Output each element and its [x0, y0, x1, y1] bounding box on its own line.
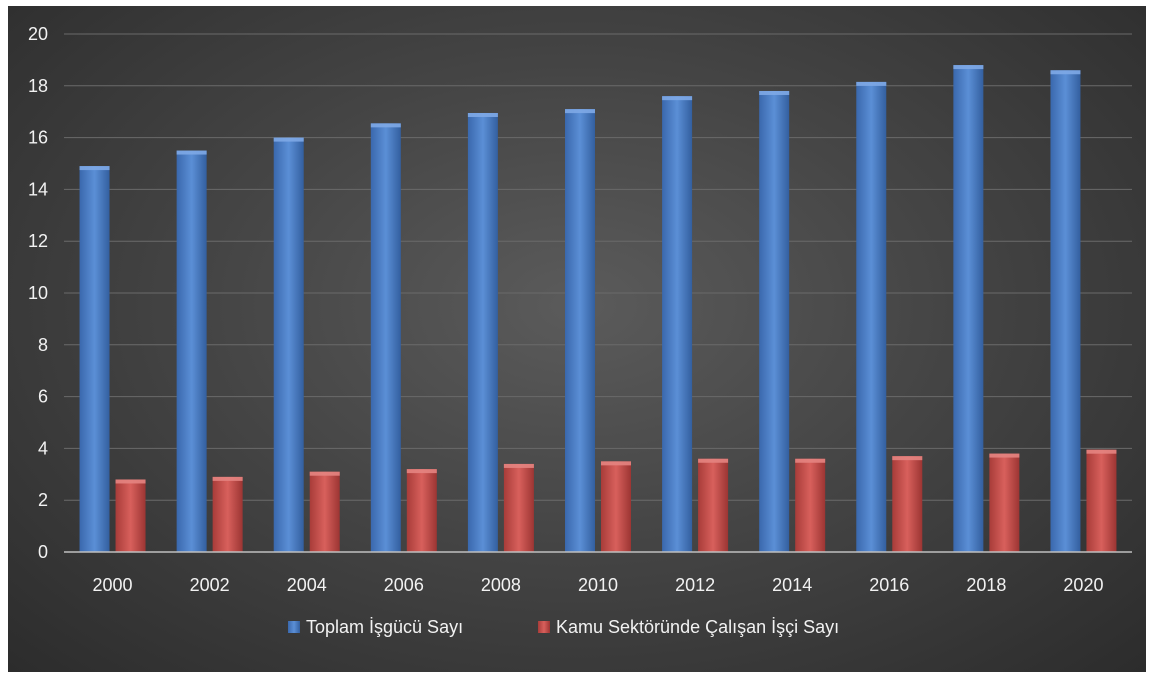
public-sector-bar-cap — [503, 463, 534, 468]
public-sector-bar-cap — [212, 476, 243, 481]
y-tick-label: 20 — [28, 24, 48, 44]
chart-area: 0 2 4 6 8 10 12 14 16 18 20 2000 2002 2004 2006 2008 20… — [8, 6, 1146, 672]
total-labor-bar-cap — [273, 137, 304, 142]
public-sector-bar — [698, 458, 729, 552]
public-sector-bar-cap — [406, 469, 437, 474]
total-labor-bar-cap — [953, 65, 984, 70]
x-tick-label: 2004 — [287, 575, 327, 595]
legend-label: Kamu Sektöründe Çalışan İşçi Sayı — [556, 617, 839, 637]
y-tick-label: 10 — [28, 283, 48, 303]
legend: Toplam İşgücü Sayı Kamu Sektöründe Çalışa… — [288, 617, 839, 637]
public-sector-bar — [892, 456, 923, 552]
total-labor-bar — [856, 81, 887, 552]
y-tick-label: 8 — [38, 335, 48, 355]
public-sector-bar-cap — [309, 471, 340, 476]
x-tick-label: 2010 — [578, 575, 618, 595]
legend-swatch — [288, 621, 300, 633]
public-sector-bar — [309, 471, 340, 552]
legend-label: Toplam İşgücü Sayı — [306, 617, 463, 637]
public-sector-bar — [212, 476, 243, 552]
bar-chart: 0 2 4 6 8 10 12 14 16 18 20 2000 2002 2004 2006 2008 20… — [28, 24, 1132, 637]
y-tick-label: 12 — [28, 231, 48, 251]
y-tick-label: 14 — [28, 179, 48, 199]
total-labor-bar-cap — [759, 90, 790, 95]
x-tick-label: 2018 — [966, 575, 1006, 595]
public-sector-bar — [601, 461, 631, 552]
public-sector-bar — [1086, 449, 1117, 552]
public-sector-bar — [795, 458, 826, 552]
y-tick-label: 18 — [28, 76, 48, 96]
legend-swatch — [538, 621, 550, 633]
y-tick-label: 16 — [28, 128, 48, 148]
x-tick-label: 2000 — [93, 575, 133, 595]
y-tick-label: 4 — [38, 438, 48, 458]
total-labor-bar-cap — [565, 109, 595, 114]
public-sector-bar — [503, 463, 534, 552]
total-labor-bar — [953, 65, 984, 552]
x-tick-label: 2002 — [190, 575, 230, 595]
total-labor-bar — [662, 96, 693, 552]
total-labor-bar — [370, 123, 401, 552]
total-labor-bar — [273, 137, 304, 552]
total-labor-bar — [79, 166, 110, 552]
total-labor-bar-cap — [176, 150, 207, 155]
public-sector-bar-cap — [601, 461, 631, 466]
total-labor-bar — [467, 112, 498, 553]
total-labor-bar — [176, 150, 207, 553]
public-sector-bar-cap — [698, 458, 729, 463]
total-labor-bar — [565, 109, 595, 553]
total-labor-bar-cap — [79, 166, 110, 171]
total-labor-bar — [759, 90, 790, 552]
x-tick-label: 2020 — [1063, 575, 1103, 595]
total-labor-bar-cap — [467, 112, 498, 117]
total-labor-bar-cap — [856, 81, 887, 86]
total-labor-bar-cap — [662, 96, 693, 101]
public-sector-bar — [406, 469, 437, 552]
public-sector-bar-cap — [1086, 449, 1117, 454]
y-tick-label: 0 — [38, 542, 48, 562]
total-labor-bar-cap — [1050, 70, 1081, 75]
public-sector-bar — [989, 453, 1020, 552]
x-tick-label: 2006 — [384, 575, 424, 595]
public-sector-bar-cap — [989, 453, 1020, 458]
total-labor-bar-cap — [370, 123, 401, 128]
public-sector-bar — [115, 479, 146, 552]
x-tick-label: 2012 — [675, 575, 715, 595]
y-tick-label: 6 — [38, 387, 48, 407]
y-tick-label: 2 — [38, 490, 48, 510]
total-labor-bar — [1050, 70, 1081, 552]
public-sector-bar-cap — [115, 479, 146, 484]
x-tick-label: 2014 — [772, 575, 812, 595]
x-tick-label: 2008 — [481, 575, 521, 595]
public-sector-bar-cap — [892, 456, 923, 461]
public-sector-bar-cap — [795, 458, 826, 463]
x-tick-label: 2016 — [869, 575, 909, 595]
